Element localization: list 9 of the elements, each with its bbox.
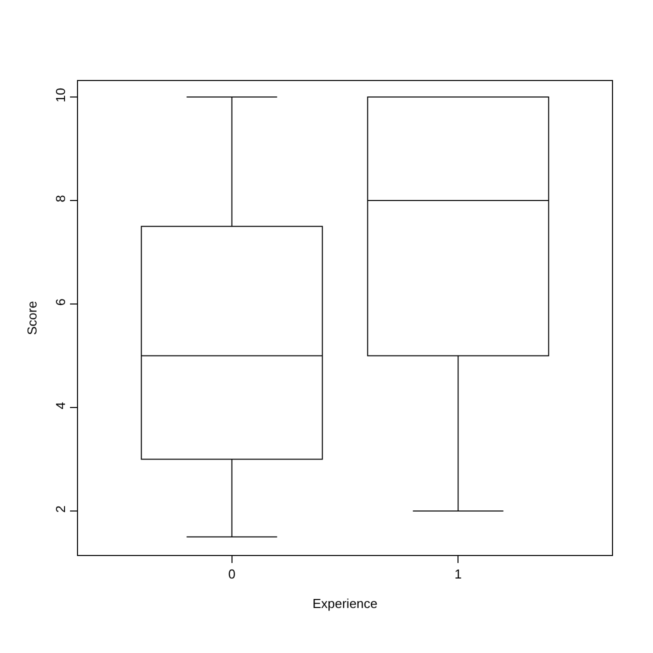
- x-tick-label: 0: [228, 566, 236, 582]
- y-tick-label: 4: [52, 402, 68, 410]
- y-tick-label: 10: [52, 88, 68, 102]
- x-axis-title: Experience: [312, 596, 378, 612]
- y-tick-label: 8: [52, 194, 68, 202]
- y-tick-label: 6: [52, 298, 68, 306]
- y-axis-title: Score: [24, 301, 40, 335]
- y-tick-label: 2: [52, 505, 68, 513]
- x-tick-label: 1: [454, 566, 462, 582]
